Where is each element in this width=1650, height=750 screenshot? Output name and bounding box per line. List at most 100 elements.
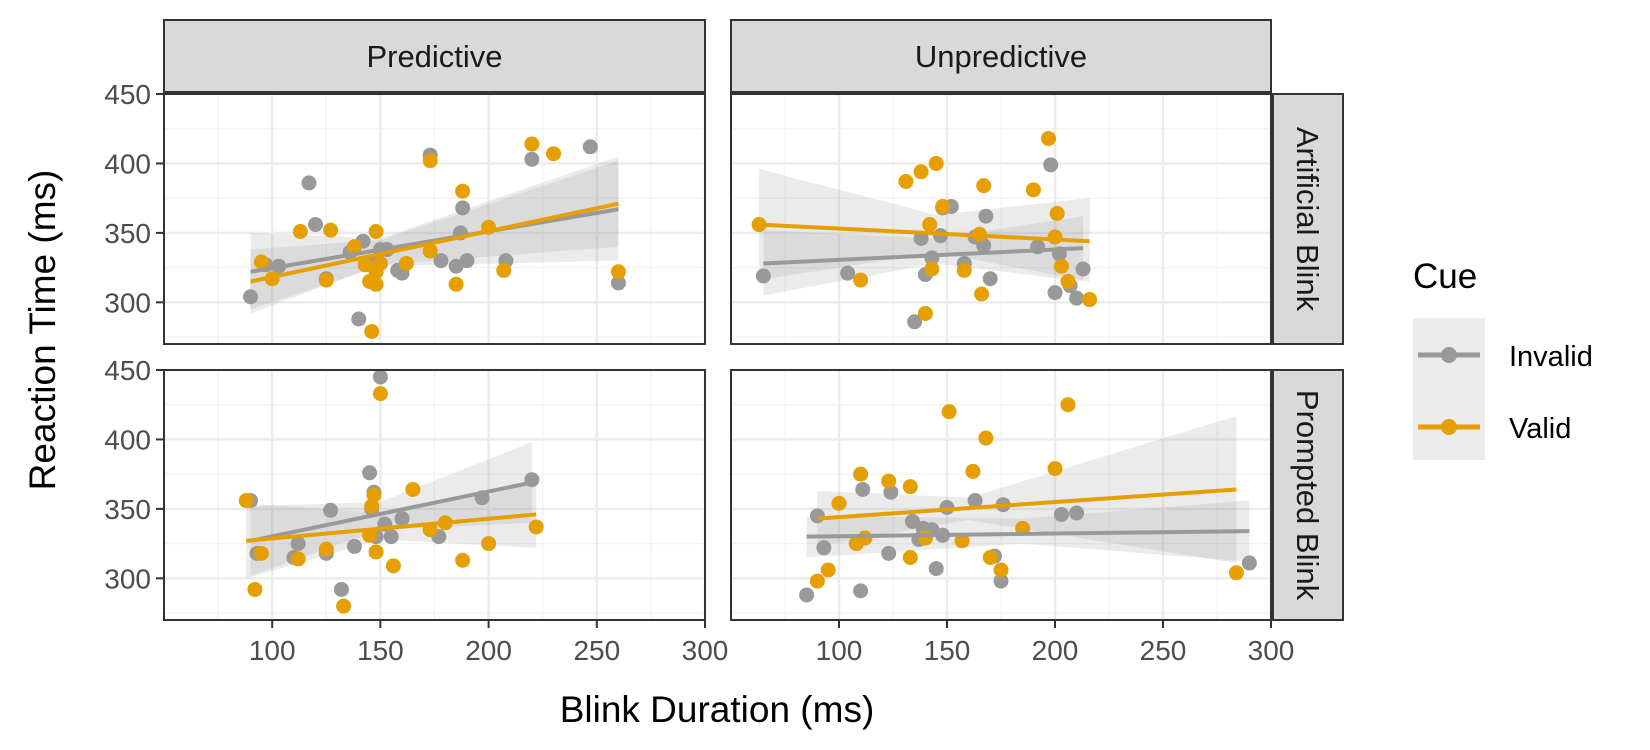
panel-content [799, 397, 1257, 603]
point-valid [357, 257, 373, 273]
point-valid [422, 153, 438, 169]
point-invalid [346, 538, 362, 554]
panel-border [730, 369, 1272, 621]
point-invalid [433, 253, 449, 269]
strip-row-artificial [1272, 93, 1344, 345]
point-valid [974, 286, 990, 302]
fit-line-valid [246, 512, 537, 543]
point-invalid [904, 513, 920, 529]
point-invalid [459, 253, 475, 269]
point-invalid [307, 217, 323, 233]
point-valid [496, 262, 512, 278]
strip-row-prompted-label: Prompted Blink [1290, 390, 1325, 601]
point-invalid [1075, 261, 1091, 277]
point-valid [1228, 565, 1244, 581]
x-tick-label: 200 [1032, 635, 1079, 666]
point-valid [1047, 229, 1063, 245]
point-valid [917, 305, 933, 321]
x-tick-label: 100 [816, 635, 863, 666]
point-invalid [799, 587, 815, 603]
point-valid [448, 276, 464, 292]
panel-border [163, 369, 706, 621]
point-invalid [1043, 157, 1059, 173]
point-valid [1041, 130, 1057, 146]
point-valid [978, 430, 994, 446]
point-invalid [853, 583, 869, 599]
point-valid [368, 276, 384, 292]
point-valid [954, 533, 970, 549]
axes-layer: 300 350 400 450 300 350 400 450 100 150 200 250 300 1… [104, 79, 1294, 666]
fit-line-invalid [250, 480, 533, 543]
panel-content [751, 130, 1098, 330]
point-invalid [809, 508, 825, 524]
ci-ribbon-valid [250, 160, 619, 314]
point-invalid [455, 200, 471, 216]
point-valid [956, 262, 972, 278]
facet-strips: Predictive Unpredictive Artificial Blink… [163, 19, 1344, 621]
strip-row-artificial-label: Artificial Blink [1290, 127, 1325, 312]
point-invalid [1069, 505, 1085, 521]
x-tick-label: 300 [1248, 635, 1295, 666]
point-invalid [372, 370, 388, 385]
point-valid [993, 562, 1009, 578]
point-valid [941, 404, 957, 420]
panel-unpredictive-artificial-blink [730, 92, 1273, 345]
strip-row-prompted [1272, 369, 1344, 621]
point-valid [372, 386, 388, 402]
point-invalid [394, 511, 410, 527]
x-tick-label: 250 [1140, 635, 1187, 666]
point-invalid [290, 536, 306, 552]
point-valid [292, 224, 308, 239]
y-tick-label: 400 [104, 424, 151, 455]
point-valid [364, 498, 380, 514]
point-valid [922, 217, 938, 233]
point-valid [881, 473, 897, 489]
point-valid [372, 255, 388, 271]
point-valid [898, 174, 914, 189]
x-tick-label: 200 [465, 635, 512, 666]
point-valid [253, 545, 269, 561]
point-valid [820, 562, 836, 578]
point-valid [610, 264, 626, 280]
legend-key-invalid-point [1441, 347, 1457, 363]
strip-col-predictive-label: Predictive [366, 39, 502, 74]
point-valid [982, 550, 998, 565]
point-valid [368, 224, 384, 239]
point-valid [368, 544, 384, 560]
point-invalid [1047, 285, 1063, 301]
point-valid [1060, 397, 1076, 413]
point-invalid [855, 481, 871, 497]
point-valid [928, 155, 944, 171]
legend-title: Cue [1413, 257, 1477, 296]
point-invalid [883, 484, 899, 500]
point-valid [455, 183, 471, 199]
point-valid [405, 481, 421, 497]
point-invalid [1069, 290, 1085, 306]
point-invalid [243, 289, 259, 305]
point-invalid [351, 311, 367, 327]
point-valid [336, 598, 352, 614]
legend-key-background [1413, 318, 1485, 460]
x-tick-label: 150 [357, 635, 404, 666]
point-invalid [993, 573, 1009, 589]
x-axis-title: Blink Duration (ms) [560, 689, 875, 730]
legend-key-valid-point [1441, 419, 1457, 435]
fit-line-valid [758, 222, 1090, 244]
point-valid [455, 552, 471, 568]
legend: Cue Invalid Valid [1413, 257, 1593, 460]
x-tick-label: 250 [573, 635, 620, 666]
point-valid [809, 573, 825, 589]
fit-line-invalid [763, 246, 1084, 266]
point-valid [857, 530, 873, 546]
panel-predictive-artificial-blink [163, 92, 707, 345]
point-valid [1053, 258, 1069, 274]
point-valid [902, 479, 918, 495]
fit-line-invalid [250, 207, 619, 274]
panel-unpredictive-prompted-blink [730, 368, 1273, 621]
point-invalid [982, 271, 998, 287]
fit-line-valid [817, 487, 1237, 521]
point-invalid [383, 529, 399, 545]
point-invalid [524, 151, 540, 167]
point-valid [323, 222, 339, 238]
